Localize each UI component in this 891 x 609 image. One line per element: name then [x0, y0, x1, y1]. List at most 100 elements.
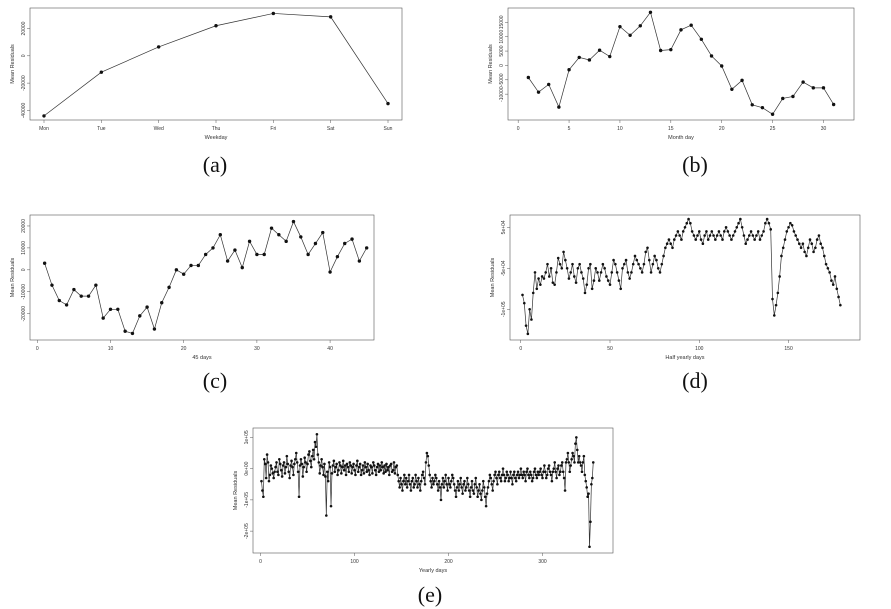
data-point	[328, 465, 332, 469]
data-point	[343, 241, 347, 246]
data-point	[561, 470, 565, 474]
data-point	[359, 473, 363, 477]
data-point	[753, 238, 756, 241]
series-line	[528, 11, 834, 115]
data-point	[349, 464, 353, 467]
data-point	[535, 476, 539, 480]
data-point	[630, 271, 633, 274]
data-point	[714, 238, 717, 241]
data-point	[392, 461, 396, 464]
data-point	[835, 287, 839, 291]
data-point	[378, 464, 382, 467]
data-point	[291, 219, 296, 224]
data-point	[282, 461, 286, 464]
data-point	[589, 520, 592, 524]
data-point	[769, 228, 773, 231]
data-point	[434, 473, 437, 477]
data-point	[461, 492, 464, 495]
data-point	[514, 479, 518, 483]
data-point	[520, 473, 524, 477]
x-tick-label: Thu	[212, 126, 221, 132]
data-point	[373, 468, 377, 472]
data-point	[292, 473, 295, 477]
data-point	[288, 476, 291, 480]
y-tick-label: 0e+00	[244, 461, 250, 475]
data-point	[810, 242, 814, 245]
data-point	[772, 314, 776, 317]
data-point	[386, 101, 390, 106]
data-point	[569, 464, 573, 467]
data-point	[328, 15, 333, 19]
data-point	[626, 271, 630, 274]
panel-a: -40000 -20000 0 20000 Mon Tue Wed Thu Fri Sat Sun W…	[0, 0, 420, 150]
data-point	[557, 464, 560, 467]
data-point	[828, 271, 831, 274]
plot-frame	[507, 7, 855, 121]
data-point	[558, 473, 561, 477]
data-point	[145, 305, 149, 309]
data-point	[837, 295, 840, 299]
data-point	[399, 476, 402, 480]
data-point	[547, 82, 551, 87]
data-point	[486, 486, 490, 489]
data-point	[444, 473, 447, 477]
data-point	[413, 482, 416, 486]
data-point	[330, 472, 334, 475]
data-point	[214, 24, 218, 28]
data-point	[560, 464, 563, 467]
data-point	[331, 464, 335, 467]
x-tick-label: Tue	[97, 126, 106, 132]
data-point	[337, 468, 340, 472]
data-point	[526, 332, 530, 336]
data-point	[269, 226, 274, 230]
data-point	[426, 454, 430, 458]
data-point	[266, 461, 270, 464]
data-point	[281, 464, 285, 467]
data-point	[268, 473, 272, 477]
data-point	[430, 486, 433, 489]
data-point	[740, 78, 744, 83]
data-point	[646, 246, 649, 250]
data-point	[689, 221, 692, 225]
data-point	[372, 464, 376, 467]
data-point	[547, 275, 551, 278]
data-point	[273, 470, 276, 474]
data-point	[619, 287, 623, 291]
data-point	[535, 287, 539, 291]
data-point	[581, 277, 585, 280]
data-point	[540, 473, 543, 477]
data-point	[585, 283, 589, 286]
data-point	[674, 234, 678, 237]
data-point	[510, 476, 513, 480]
data-point	[658, 271, 662, 274]
data-point	[364, 465, 368, 469]
data-point	[648, 10, 653, 15]
data-point	[770, 112, 775, 116]
data-point	[463, 479, 466, 483]
data-point	[687, 217, 690, 221]
data-point	[513, 470, 516, 474]
data-point	[341, 459, 345, 463]
data-point	[410, 479, 414, 483]
y-tick-label: -40000	[21, 102, 27, 118]
data-point	[225, 259, 230, 263]
data-point	[608, 54, 612, 59]
data-point	[563, 489, 567, 492]
data-point	[323, 462, 326, 466]
data-point	[545, 473, 549, 477]
panel-c: -20000 -10000 0 10000 20000 0 10 20 30 40 45 days M…	[0, 205, 420, 361]
data-point	[591, 461, 595, 464]
x-axis-label: Half yearly days	[665, 355, 704, 361]
data-point	[560, 266, 564, 270]
data-point	[347, 470, 351, 474]
data-point	[329, 504, 333, 508]
data-point	[544, 476, 548, 480]
data-point	[574, 281, 578, 284]
data-point	[277, 233, 281, 237]
data-point	[335, 254, 340, 259]
data-point	[622, 262, 626, 266]
data-point	[546, 262, 549, 266]
data-point	[123, 329, 127, 333]
data-point	[275, 461, 278, 464]
data-point	[306, 252, 310, 257]
